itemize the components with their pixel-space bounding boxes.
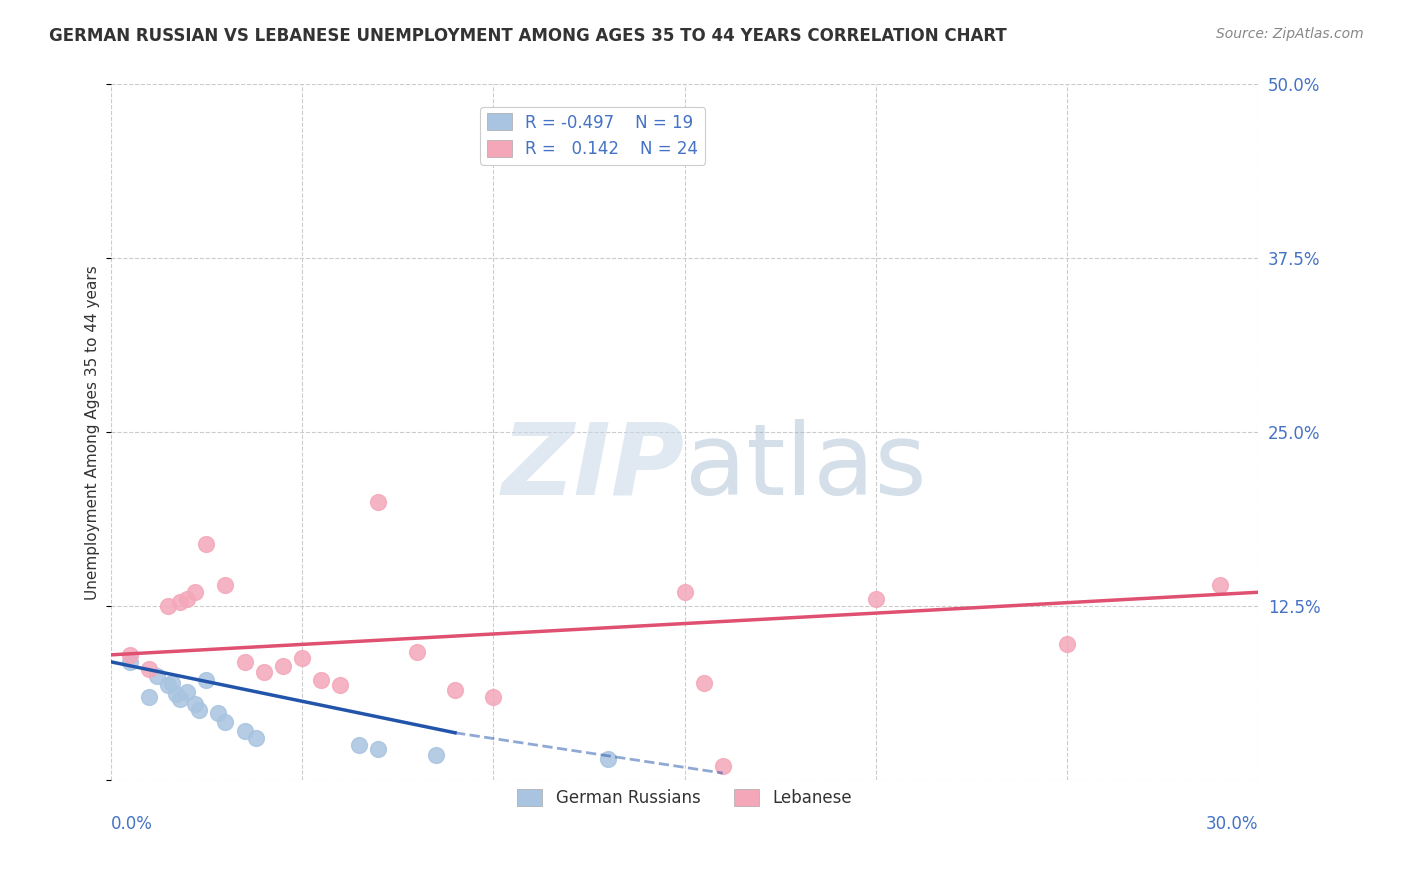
Point [157, 599, 180, 614]
Point [405, 645, 427, 659]
Text: atlas: atlas [685, 418, 927, 516]
Point [233, 724, 256, 739]
Point [165, 687, 187, 701]
Point [160, 675, 183, 690]
Point [157, 678, 180, 692]
Point [367, 495, 389, 509]
Point [329, 678, 352, 692]
Text: 30.0%: 30.0% [1206, 814, 1258, 833]
Text: ZIP: ZIP [502, 418, 685, 516]
Point [214, 578, 236, 592]
Point [245, 731, 267, 746]
Point [118, 655, 141, 669]
Point [187, 704, 209, 718]
Text: GERMAN RUSSIAN VS LEBANESE UNEMPLOYMENT AMONG AGES 35 TO 44 YEARS CORRELATION CH: GERMAN RUSSIAN VS LEBANESE UNEMPLOYMENT … [49, 27, 1007, 45]
Point [138, 690, 160, 704]
Point [145, 669, 167, 683]
Point [367, 742, 389, 756]
Legend: German Russians, Lebanese: German Russians, Lebanese [510, 782, 859, 814]
Point [673, 585, 696, 599]
Point [207, 706, 229, 721]
Point [184, 585, 207, 599]
Y-axis label: Unemployment Among Ages 35 to 44 years: Unemployment Among Ages 35 to 44 years [86, 265, 100, 599]
Point [176, 685, 198, 699]
Point [482, 690, 505, 704]
Point [169, 692, 191, 706]
Point [138, 662, 160, 676]
Point [214, 714, 236, 729]
Point [596, 752, 619, 766]
Point [253, 665, 276, 679]
Point [425, 747, 447, 762]
Point [291, 650, 314, 665]
Point [195, 536, 218, 550]
Point [184, 697, 207, 711]
Point [1056, 637, 1078, 651]
Point [865, 592, 887, 607]
Point [271, 659, 294, 673]
Point [118, 648, 141, 662]
Point [711, 759, 734, 773]
Point [692, 675, 714, 690]
Point [195, 673, 218, 687]
Text: 0.0%: 0.0% [111, 814, 153, 833]
Point [349, 739, 371, 753]
Text: Source: ZipAtlas.com: Source: ZipAtlas.com [1216, 27, 1364, 41]
Point [233, 655, 256, 669]
Point [444, 682, 467, 697]
Point [176, 592, 198, 607]
Point [169, 595, 191, 609]
Point [309, 673, 332, 687]
Point [1209, 578, 1232, 592]
